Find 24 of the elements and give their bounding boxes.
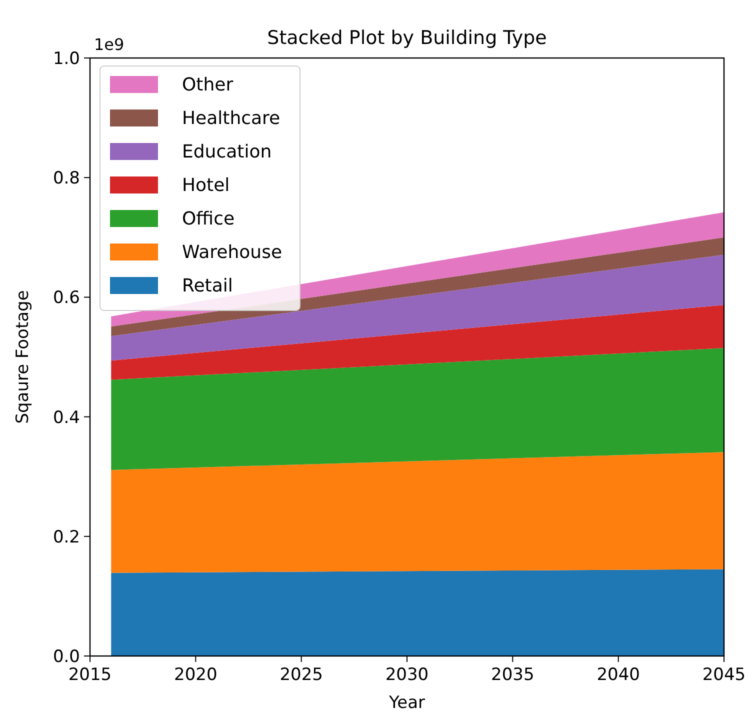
x-tick-label: 2025 [280, 665, 323, 685]
legend-label: Education [182, 141, 272, 162]
legend-label: Office [182, 208, 235, 230]
y-axis-title: Sqaure Footage [13, 290, 33, 424]
y-tick-label: 1.0 [52, 48, 80, 69]
x-tick-label: 2045 [702, 665, 746, 685]
legend-label: Hotel [182, 174, 230, 196]
y-tick-label: 0.2 [52, 527, 80, 548]
x-tick-label: 2030 [385, 665, 429, 685]
legend-label: Healthcare [182, 108, 280, 129]
y-tick-label: 0.6 [52, 288, 80, 308]
x-tick-label: 2035 [491, 665, 534, 685]
x-axis-title: Year [388, 693, 426, 713]
text: 1e9 [94, 35, 124, 54]
x-tick-label: 2020 [174, 665, 218, 685]
y-tick-label: 0.0 [52, 646, 80, 667]
legend-label: Other [182, 74, 234, 96]
y-tick-label: 0.8 [52, 168, 80, 189]
legend-label: Warehouse [182, 242, 282, 263]
x-tick-label: 2015 [68, 665, 112, 685]
legend-label: Retail [182, 275, 233, 296]
y-tick-label: 0.4 [52, 408, 80, 428]
x-tick-label: 2040 [596, 665, 640, 685]
chart-title: Stacked Plot by Building Type [267, 27, 547, 49]
